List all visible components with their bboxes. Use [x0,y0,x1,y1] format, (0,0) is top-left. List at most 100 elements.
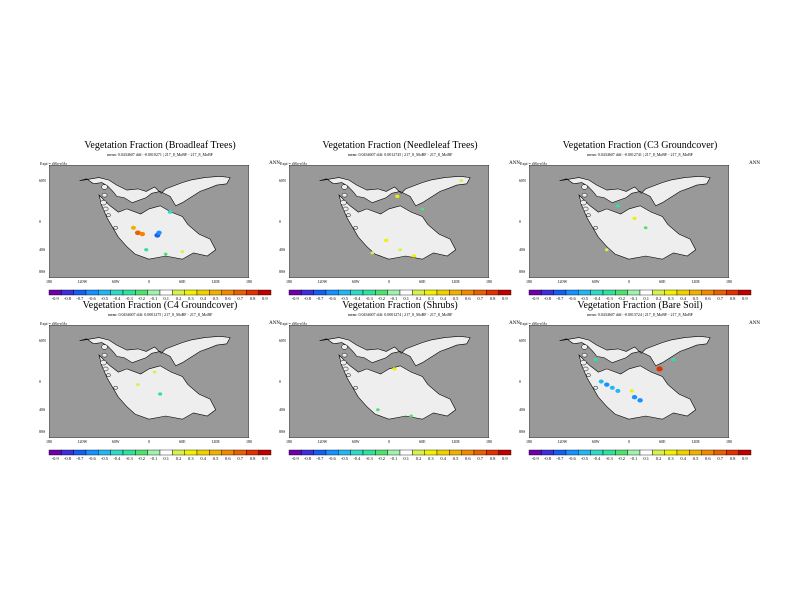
x-tick-label: 60W [591,439,600,444]
colorbar-label: 0.1 [403,456,409,461]
colorbar-label: 0.3 [188,296,194,301]
panel-meta: mean: 0.0434607 diff: 0.0001274 | 217_8_… [347,312,453,317]
colorbar-label: -0.1 [150,296,158,301]
colorbar-label: -0.8 [63,296,72,301]
colorbar-label: -0.4 [593,296,601,301]
colorbar-swatch [375,289,388,296]
anomaly-point [409,414,414,418]
colorbar-swatch [565,289,579,296]
island [100,360,107,366]
colorbar-label: -0.1 [390,296,398,301]
y-tick-label: 0 [279,378,281,384]
panel-4: Vegetation Fraction (C4 Groundcover) mean… [39,300,280,470]
island [100,200,107,206]
x-tick-label: 120E [451,439,460,444]
anomaly-point [643,226,648,230]
colorbar-swatch [436,289,450,296]
colorbar-swatch [639,449,653,456]
colorbar-swatch [209,289,222,296]
panel-expt-label: Expt = rMo-rfAr [520,321,547,326]
colorbar-swatch [61,289,74,296]
colorbar-swatch [221,449,235,456]
colorbar-swatch [689,289,702,296]
colorbar-label: -0.5 [340,456,349,461]
colorbar-swatch [726,289,739,296]
colorbar-label: 0.4 [680,296,686,301]
colorbar-label: -0.5 [580,296,589,301]
x-tick-label: 180 [526,439,532,444]
x-tick-label: 120W [77,439,88,444]
colorbar-label: 0.8 [729,456,736,461]
colorbar-label: -0.7 [556,456,564,461]
colorbar-label: -0.3 [605,456,613,461]
landmass-north [559,335,711,367]
colorbar-swatch [590,449,604,456]
colorbar-swatch [399,289,413,296]
island [341,352,348,358]
colorbar-swatch [387,449,401,456]
map-plot [49,325,249,438]
panel-5: Vegetation Fraction (Shrubs) mean: 0.0434… [279,300,520,470]
colorbar-swatch [664,289,678,296]
colorbar-label: 0.9 [262,456,268,461]
x-tick-label: 60E [659,439,666,444]
panel-6: Vegetation Fraction (Bare Soil) mean: 0.0… [519,300,760,470]
island [101,352,108,358]
colorbar-swatch [615,449,628,456]
colorbar-label: 0.4 [440,296,446,301]
colorbar [288,289,512,296]
colorbar-swatch [73,449,87,456]
colorbar-label: -0.9 [51,296,59,301]
anomaly-point [139,231,146,237]
panel-expt-label: Expt = rMo-rfAr [520,161,547,166]
colorbar-swatch [664,449,678,456]
panel-meta: mean: 0.0434607 diff: -0.0013724 | 217_8… [587,312,693,317]
x-tick-label: 120W [557,279,568,284]
colorbar-label: -0.7 [76,456,84,461]
colorbar-label: 0.4 [680,456,686,461]
colorbar-label: -0.2 [137,456,146,461]
island [340,200,347,206]
panel-meta: mean: 0.0434607 diff: 0.0012745 | 217_8_… [347,152,453,157]
panel-expt-label: Expt = rMo-rfAr [40,161,67,166]
colorbar-label: 0.7 [717,456,723,461]
colorbar-label: -0.1 [630,456,638,461]
colorbar [48,449,272,456]
landmass-south [98,354,217,420]
colorbar-swatch [627,449,641,456]
colorbar-swatch [48,449,62,456]
x-tick-label: 60E [659,279,666,284]
x-tick-label: 120E [211,439,220,444]
anomaly-point [631,395,638,400]
y-tick-label: 80S [519,428,526,434]
colorbar-swatch [184,449,198,456]
anomaly-point [609,385,615,390]
y-tick-label: 40S [519,246,526,252]
colorbar [288,449,512,456]
x-tick-label: 0 [388,439,390,444]
island [106,373,111,378]
colorbar-label: -0.1 [630,296,638,301]
colorbar-label: -0.5 [100,456,109,461]
x-tick-label: 60W [111,279,120,284]
colorbar-label: 0.2 [175,456,182,461]
island [101,184,108,190]
panel-season-label: ANN [269,321,280,326]
colorbar-swatch [486,449,499,456]
colorbar-swatch [676,449,690,456]
anomaly-point [615,388,621,393]
x-tick-label: 60W [351,439,360,444]
colorbar-swatch [565,449,579,456]
colorbar-label: 0.9 [262,296,268,301]
y-tick-label: 80S [279,428,286,434]
x-tick-label: 60W [111,439,120,444]
x-tick-label: 120W [77,279,88,284]
colorbar [48,289,272,296]
y-tick-label: 40S [519,406,526,412]
y-tick-label: 60N [279,177,286,183]
colorbar-label: 0.5 [452,456,459,461]
colorbar-swatch [122,449,136,456]
colorbar-swatch [48,289,62,296]
anomaly-point [398,248,402,252]
colorbar-swatch [221,289,235,296]
